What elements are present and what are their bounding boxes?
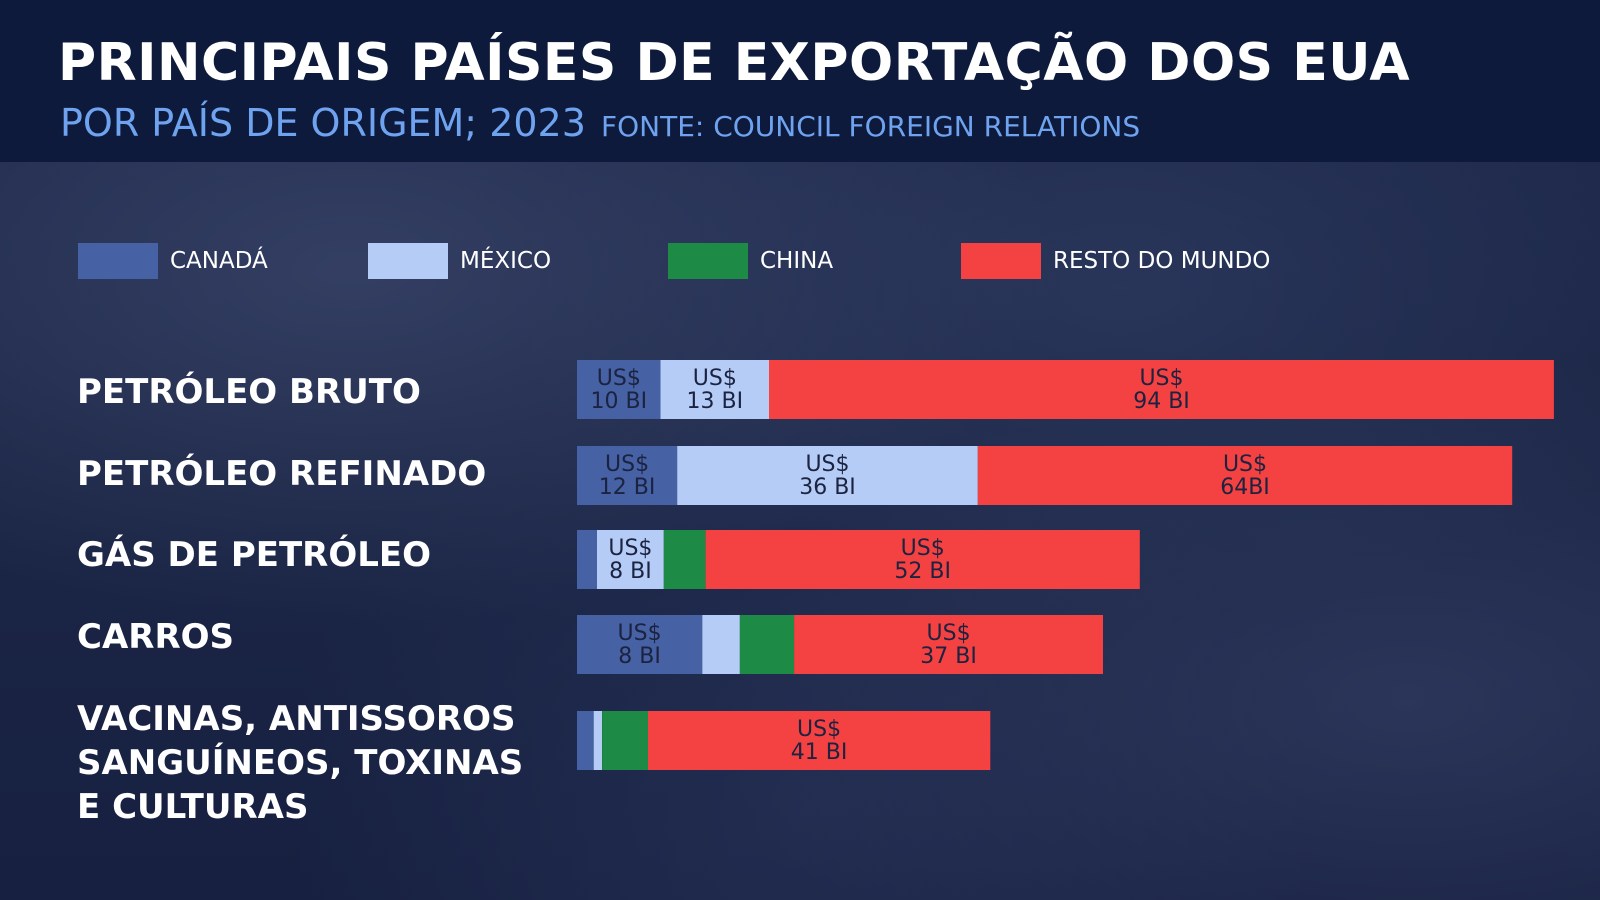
bar-segment-mexico-0 bbox=[660, 360, 769, 419]
category-label-refined-oil: PETRÓLEO REFINADO bbox=[77, 454, 487, 494]
subtitle-text: POR PAÍS DE ORIGEM; 2023 bbox=[60, 101, 586, 145]
bar-segment-rest-1 bbox=[977, 446, 1513, 505]
data-label-mexico-0: US$ 13 BI bbox=[687, 366, 744, 414]
bar-segment-china-4 bbox=[602, 711, 648, 770]
legend-swatch-mexico bbox=[368, 243, 448, 279]
bar-segment-canada-4 bbox=[577, 711, 594, 770]
category-label-petroleum-gas: GÁS DE PETRÓLEO bbox=[77, 535, 432, 575]
category-label-crude-oil: PETRÓLEO BRUTO bbox=[77, 372, 421, 412]
bar-segment-rest-2 bbox=[705, 530, 1140, 589]
chart-title: PRINCIPAIS PAÍSES DE EXPORTAÇÃO DOS EUA bbox=[58, 33, 1411, 93]
data-label-rest-4: US$ 41 BI bbox=[791, 717, 848, 765]
legend-item-rest: RESTO DO MUNDO bbox=[961, 243, 1270, 279]
category-label-vaccines: VACINAS, ANTISSOROS SANGUÍNEOS, TOXINAS … bbox=[77, 699, 524, 827]
bar-segment-mexico-4 bbox=[593, 711, 602, 770]
bar-segment-canada-3 bbox=[577, 615, 703, 674]
data-label-canada-3: US$ 8 BI bbox=[618, 621, 662, 669]
data-label-rest-1: US$ 64BI bbox=[1220, 452, 1270, 500]
data-label-canada-0: US$ 10 BI bbox=[591, 366, 648, 414]
bar-segment-canada-2 bbox=[577, 530, 597, 589]
legend-item-mexico: MÉXICO bbox=[368, 243, 551, 279]
legend-label-china: CHINA bbox=[760, 248, 834, 274]
legend-swatch-canada bbox=[78, 243, 158, 279]
legend-label-rest: RESTO DO MUNDO bbox=[1053, 248, 1271, 274]
legend-swatch-rest bbox=[961, 243, 1041, 279]
bar-segment-china-3 bbox=[739, 615, 795, 674]
bar-segment-mexico-3 bbox=[702, 615, 740, 674]
bar-segment-rest-4 bbox=[648, 711, 991, 770]
legend-item-canada: CANADÁ bbox=[78, 243, 268, 279]
data-label-mexico-1: US$ 36 BI bbox=[799, 452, 856, 500]
data-label-canada-1: US$ 12 BI bbox=[599, 452, 656, 500]
legend-item-china: CHINA bbox=[668, 243, 833, 279]
legend-swatch-china bbox=[668, 243, 748, 279]
legend-label-mexico: MÉXICO bbox=[460, 248, 552, 274]
source-text: FONTE: COUNCIL FOREIGN RELATIONS bbox=[601, 110, 1141, 143]
data-label-rest-0: US$ 94 BI bbox=[1133, 366, 1190, 414]
bar-segment-china-2 bbox=[663, 530, 706, 589]
bar-segment-mexico-1 bbox=[677, 446, 978, 505]
bar-segment-canada-0 bbox=[577, 360, 661, 419]
data-label-rest-3: US$ 37 BI bbox=[920, 621, 977, 669]
chart-subtitle: POR PAÍS DE ORIGEM; 2023 FONTE: COUNCIL … bbox=[60, 100, 1140, 150]
bar-segment-rest-0 bbox=[769, 360, 1554, 419]
bar-segment-rest-3 bbox=[794, 615, 1103, 674]
category-label-cars: CARROS bbox=[77, 617, 235, 657]
legend-label-canada: CANADÁ bbox=[170, 248, 268, 274]
data-label-rest-2: US$ 52 BI bbox=[894, 536, 951, 584]
bar-segment-canada-1 bbox=[577, 446, 678, 505]
data-label-mexico-2: US$ 8 BI bbox=[608, 536, 652, 584]
header-banner: PRINCIPAIS PAÍSES DE EXPORTAÇÃO DOS EUA … bbox=[0, 0, 1600, 162]
bar-segment-mexico-2 bbox=[597, 530, 664, 589]
